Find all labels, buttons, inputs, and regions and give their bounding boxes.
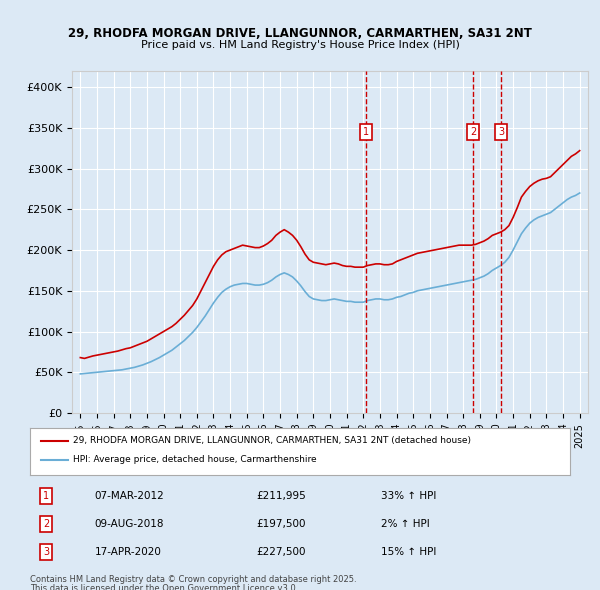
Text: This data is licensed under the Open Government Licence v3.0.: This data is licensed under the Open Gov… [30,584,298,590]
Text: 3: 3 [43,548,49,557]
Text: £211,995: £211,995 [257,491,307,500]
Text: 1: 1 [43,491,49,500]
Text: 17-APR-2020: 17-APR-2020 [95,548,161,557]
Text: 07-MAR-2012: 07-MAR-2012 [95,491,164,500]
Text: 29, RHODFA MORGAN DRIVE, LLANGUNNOR, CARMARTHEN, SA31 2NT (detached house): 29, RHODFA MORGAN DRIVE, LLANGUNNOR, CAR… [73,437,471,445]
Text: 3: 3 [498,127,505,137]
Text: HPI: Average price, detached house, Carmarthenshire: HPI: Average price, detached house, Carm… [73,455,317,464]
Text: Price paid vs. HM Land Registry's House Price Index (HPI): Price paid vs. HM Land Registry's House … [140,40,460,50]
Text: 33% ↑ HPI: 33% ↑ HPI [381,491,436,500]
Text: 1: 1 [363,127,370,137]
Text: £197,500: £197,500 [257,519,306,529]
Text: 09-AUG-2018: 09-AUG-2018 [95,519,164,529]
Text: 29, RHODFA MORGAN DRIVE, LLANGUNNOR, CARMARTHEN, SA31 2NT: 29, RHODFA MORGAN DRIVE, LLANGUNNOR, CAR… [68,27,532,40]
Text: 2% ↑ HPI: 2% ↑ HPI [381,519,430,529]
Text: 2: 2 [43,519,49,529]
Text: 2: 2 [470,127,476,137]
Text: 15% ↑ HPI: 15% ↑ HPI [381,548,436,557]
Text: £227,500: £227,500 [257,548,306,557]
Text: Contains HM Land Registry data © Crown copyright and database right 2025.: Contains HM Land Registry data © Crown c… [30,575,356,584]
